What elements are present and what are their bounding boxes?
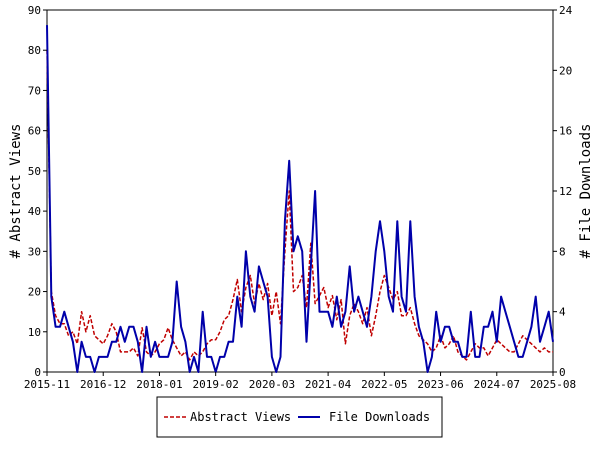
x-tick-label: 2019-02 (192, 378, 238, 391)
left-tick-label: 60 (28, 125, 41, 138)
x-tick-label: 2023-06 (417, 378, 463, 391)
x-axis: 2015-11 2016-12 2018-01 2019-02 2020-03 2021-… (24, 372, 576, 391)
right-tick-label: 24 (559, 4, 573, 17)
left-tick-label: 90 (28, 4, 41, 17)
left-tick-label: 10 (28, 326, 41, 339)
right-tick-label: 12 (559, 185, 572, 198)
left-tick-label: 30 (28, 245, 41, 258)
x-tick-label: 2018-01 (136, 378, 182, 391)
left-tick-label: 70 (28, 84, 41, 97)
right-axis-title: # File Downloads (578, 124, 594, 259)
right-tick-label: 4 (559, 306, 566, 319)
series-line-abstract-views (46, 50, 553, 361)
x-tick-label: 2024-07 (474, 378, 520, 391)
left-tick-label: 20 (28, 286, 41, 299)
right-tick-label: 20 (559, 64, 572, 77)
left-y-axis: 0 10 20 30 40 50 60 70 80 90 (28, 4, 47, 379)
legend-label-file-downloads: File Downloads (329, 410, 430, 424)
left-tick-label: 40 (28, 205, 41, 218)
x-tick-label: 2021-04 (305, 378, 352, 391)
left-tick-label: 50 (28, 165, 41, 178)
right-tick-label: 16 (559, 125, 572, 138)
legend: Abstract Views File Downloads (156, 396, 443, 438)
x-tick-label: 2022-05 (361, 378, 407, 391)
x-tick-label: 2025-08 (530, 378, 576, 391)
right-tick-label: 8 (559, 245, 566, 258)
left-tick-label: 0 (34, 366, 41, 379)
x-tick-label: 2016-12 (80, 378, 126, 391)
x-tick-label: 2020-03 (249, 378, 295, 391)
x-tick-label: 2015-11 (24, 378, 70, 391)
legend-label-abstract-views: Abstract Views (190, 410, 291, 424)
right-tick-label: 0 (559, 366, 566, 379)
plot-area (46, 9, 554, 373)
left-axis-title: # Abstract Views (8, 124, 24, 259)
right-y-axis: 0 4 8 12 16 20 24 (553, 4, 573, 379)
series-line-file-downloads (46, 25, 554, 373)
left-tick-label: 80 (28, 44, 41, 57)
